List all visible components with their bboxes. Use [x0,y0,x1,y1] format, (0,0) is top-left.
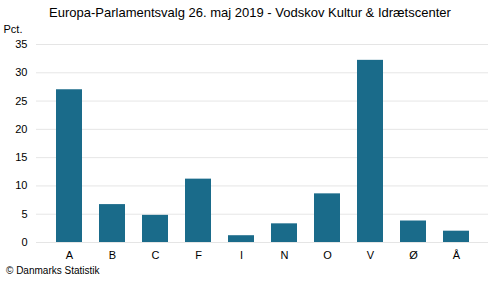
svg-text:C: C [152,249,160,261]
svg-text:Å: Å [453,249,461,261]
svg-text:20: 20 [15,123,27,135]
svg-text:30: 30 [15,66,27,78]
svg-text:5: 5 [21,208,27,220]
svg-text:10: 10 [15,179,27,191]
svg-text:O: O [323,249,332,261]
svg-text:0: 0 [21,236,27,248]
svg-text:B: B [109,249,116,261]
html-text:© Danmarks Statistik: © Danmarks Statistik [6,265,100,276]
svg-text:15: 15 [15,151,27,163]
svg-text:A: A [66,249,74,261]
svg-text:Ø: Ø [409,249,418,261]
svg-text:F: F [195,249,202,261]
svg-text:Pct.: Pct. [4,23,23,35]
html-text:Europa-Parlamentsvalg 26. maj: Europa-Parlamentsvalg 26. maj 2019 - Vod… [49,5,451,20]
svg-text:V: V [367,249,375,261]
svg-text:25: 25 [15,95,27,107]
svg-text:35: 35 [15,38,27,50]
svg-text:N: N [281,249,289,261]
svg-text:I: I [240,249,243,261]
